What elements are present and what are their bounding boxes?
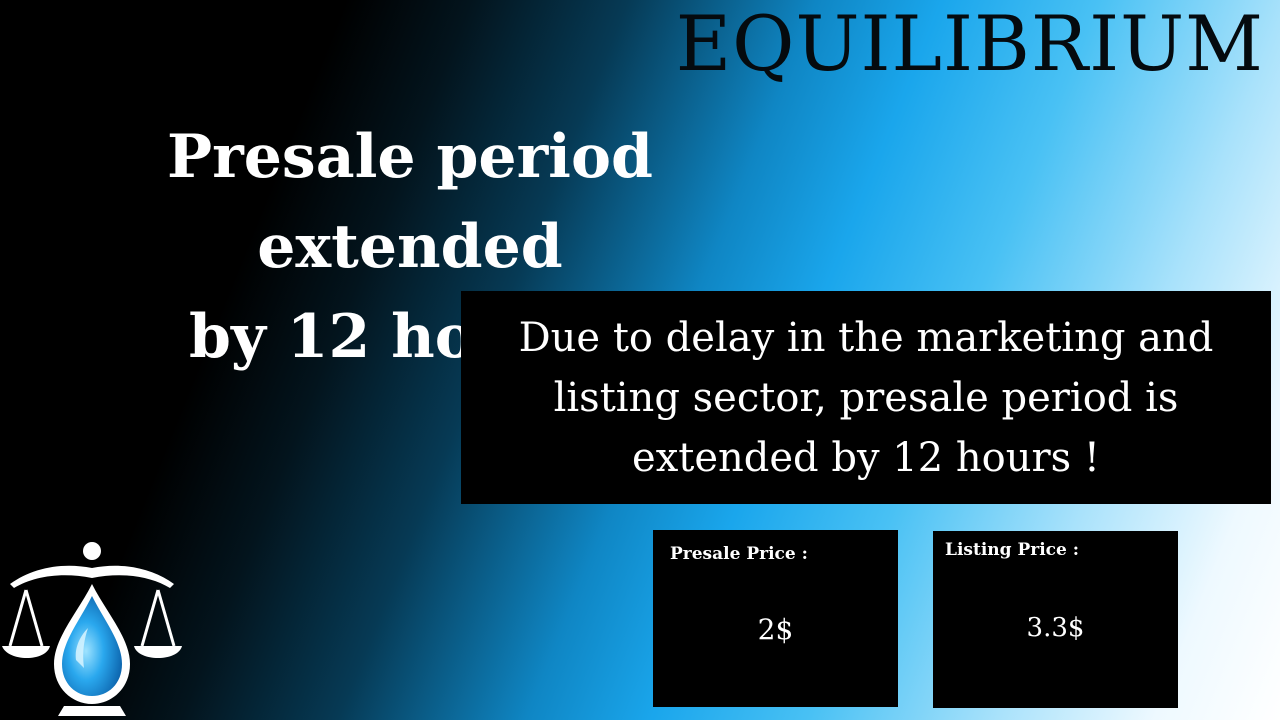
notice-line-2: listing sector, presale period is: [553, 374, 1179, 421]
brand-title: EQUILIBRIUM: [675, 0, 1264, 88]
presale-price-value: 2$: [757, 613, 794, 646]
listing-price-label: Listing Price :: [945, 540, 1080, 560]
listing-price-card: Listing Price : 3.3$: [933, 531, 1178, 708]
presale-price-card: Presale Price : 2$: [653, 530, 898, 707]
presale-price-label: Presale Price :: [670, 544, 808, 564]
notice-text: Due to delay in the marketing and listin…: [501, 308, 1231, 488]
notice-line-3: extended by 12 hours !: [632, 434, 1100, 481]
notice-box: Due to delay in the marketing and listin…: [461, 291, 1271, 504]
notice-line-1: Due to delay in the marketing and: [518, 314, 1214, 361]
listing-price-value: 3.3$: [1026, 613, 1085, 643]
headline-line-1: Presale period extended: [167, 122, 653, 282]
scales-water-drop-icon: [2, 538, 182, 718]
